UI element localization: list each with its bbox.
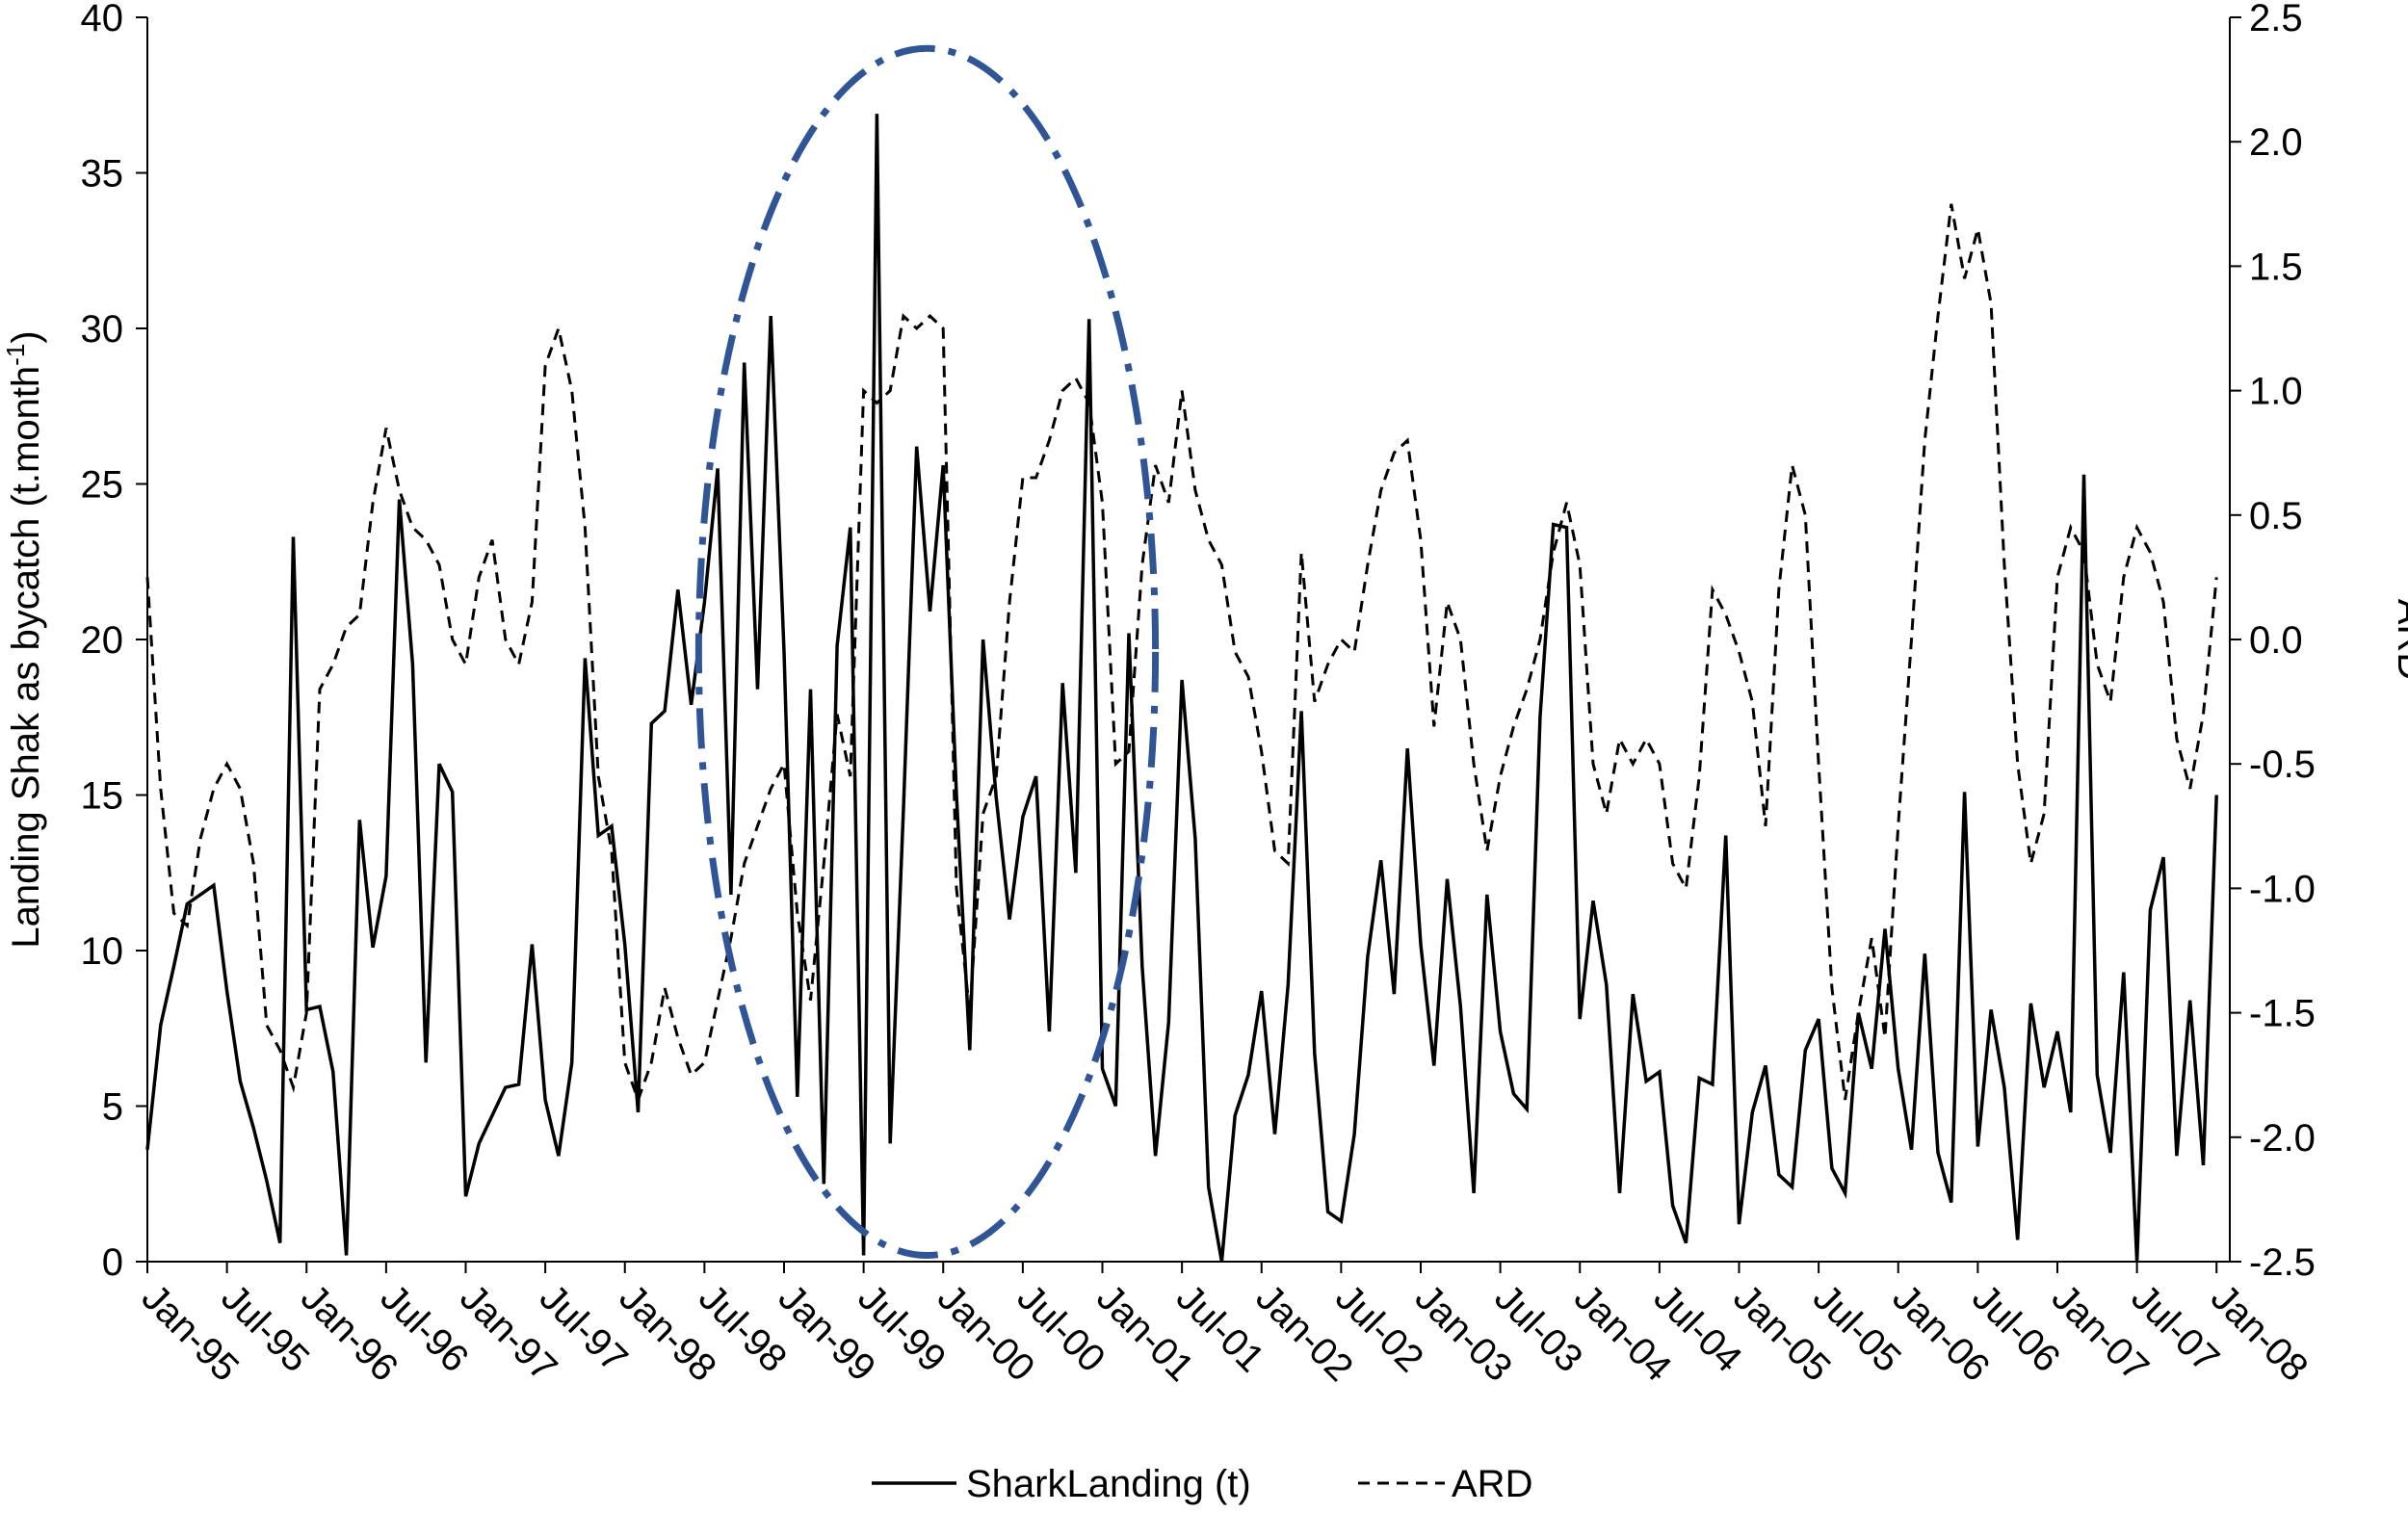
left-y-tick-label: 20 (81, 619, 124, 662)
left-y-tick-label: 30 (81, 308, 124, 351)
ticks-layer: 0 5 10 15 20 25 30 35 40 -2.5 -2.0 -1.5 -1.0 -0.5 0.0 0… (81, 0, 2316, 1390)
highlight-ellipse (694, 44, 1160, 1260)
right-y-tick-label: -2.0 (2249, 1117, 2316, 1160)
legend: SharkLanding (t) ARD (872, 1463, 1532, 1505)
left-y-tick-label: 0 (102, 1241, 123, 1284)
axes-layer: Landing Shak as bycatch (t.month-1) ARD (1, 17, 2408, 1263)
right-y-tick-label: 2.5 (2249, 0, 2303, 39)
legend-label-ard: ARD (1452, 1463, 1532, 1505)
left-y-tick-label: 5 (102, 1086, 123, 1129)
right-y-tick-label: 2.0 (2249, 121, 2303, 164)
left-y-tick-label: 40 (81, 0, 124, 39)
left-y-tick-label: 15 (81, 775, 124, 818)
left-y-axis-title-superscript: -1 (1, 344, 30, 366)
right-y-axis-title: ARD (2390, 599, 2408, 680)
x-tick-label: Jan-08 (2203, 1276, 2316, 1390)
right-y-tick-label: -0.5 (2249, 743, 2316, 786)
left-y-tick-label: 25 (81, 464, 124, 507)
left-y-axis-title-close: ) (5, 330, 47, 343)
left-y-tick-label: 35 (81, 153, 124, 196)
series-layer (145, 114, 2218, 1263)
right-y-tick-label: -1.5 (2249, 993, 2316, 1035)
annotation-layer (694, 44, 1160, 1260)
right-y-tick-label: -1.0 (2249, 868, 2316, 910)
legend-label-shark-landing: SharkLanding (t) (966, 1463, 1251, 1505)
right-y-tick-label: 0.5 (2249, 495, 2303, 537)
left-y-tick-label: 10 (81, 930, 124, 973)
left-y-axis-title-text: Landing Shak as bycatch (t.month (5, 366, 47, 949)
right-y-tick-label: 1.5 (2249, 246, 2303, 288)
ard-series-line (145, 203, 2218, 1105)
shark-landing-series-line (145, 114, 2218, 1263)
left-y-axis-title: Landing Shak as bycatch (t.month-1) (1, 330, 47, 948)
right-y-tick-label: 1.0 (2249, 371, 2303, 413)
right-y-tick-label: -2.5 (2249, 1241, 2316, 1284)
right-y-tick-label: 0.0 (2249, 619, 2303, 662)
